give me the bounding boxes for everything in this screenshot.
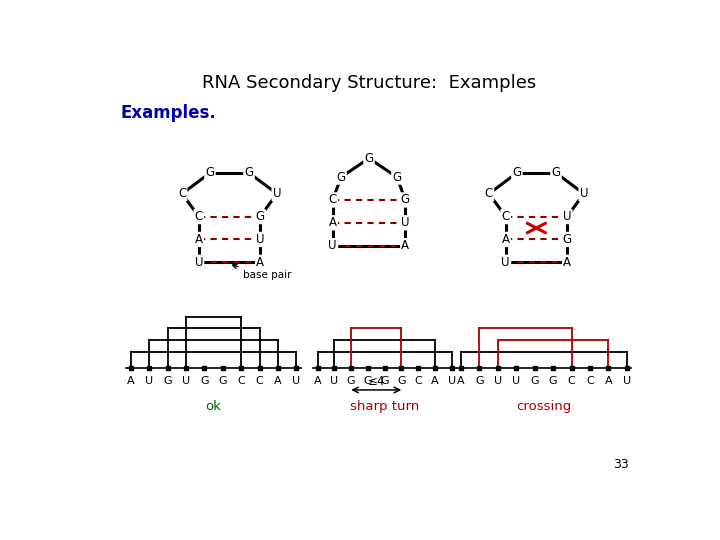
- Text: A: A: [563, 256, 571, 269]
- Text: C: C: [586, 376, 594, 386]
- Text: U: U: [448, 376, 456, 386]
- Text: G: G: [552, 166, 560, 179]
- Text: U: U: [401, 217, 410, 230]
- Text: 33: 33: [613, 458, 629, 471]
- Text: A: A: [605, 376, 612, 386]
- Text: U: U: [328, 239, 337, 252]
- Text: U: U: [273, 187, 282, 200]
- Text: A: A: [274, 376, 282, 386]
- Text: A: A: [195, 233, 203, 246]
- Text: A: A: [401, 239, 409, 252]
- Text: G: G: [513, 166, 521, 179]
- Text: G: G: [531, 376, 539, 386]
- Text: Examples.: Examples.: [121, 104, 217, 122]
- Text: U: U: [330, 376, 338, 386]
- Text: ≤4: ≤4: [368, 375, 385, 388]
- Text: C: C: [502, 210, 510, 223]
- Text: C: C: [194, 210, 203, 223]
- Text: U: U: [623, 376, 631, 386]
- Text: U: U: [194, 256, 203, 269]
- Text: U: U: [501, 256, 510, 269]
- Text: A: A: [502, 233, 510, 246]
- Text: G: G: [364, 376, 372, 386]
- Text: G: G: [549, 376, 557, 386]
- Text: U: U: [292, 376, 300, 386]
- Text: U: U: [182, 376, 190, 386]
- Text: U: U: [145, 376, 153, 386]
- Text: C: C: [567, 376, 575, 386]
- Text: G: G: [245, 166, 253, 179]
- Text: G: G: [364, 152, 374, 165]
- Text: G: G: [205, 166, 215, 179]
- Text: G: G: [347, 376, 356, 386]
- Text: U: U: [563, 210, 572, 223]
- Text: G: G: [336, 171, 346, 184]
- Text: U: U: [580, 187, 588, 200]
- Text: G: G: [163, 376, 172, 386]
- Text: ok: ok: [206, 400, 222, 413]
- Text: C: C: [178, 187, 186, 200]
- Text: G: G: [401, 193, 410, 206]
- Text: U: U: [494, 376, 502, 386]
- Text: A: A: [329, 217, 337, 230]
- Text: base pair: base pair: [233, 264, 292, 280]
- Text: G: G: [200, 376, 209, 386]
- Text: A: A: [127, 376, 135, 386]
- Text: RNA Secondary Structure:  Examples: RNA Secondary Structure: Examples: [202, 74, 536, 92]
- Text: G: G: [256, 210, 265, 223]
- Text: sharp turn: sharp turn: [350, 400, 419, 413]
- Text: A: A: [314, 376, 321, 386]
- Text: A: A: [457, 376, 465, 386]
- Text: U: U: [512, 376, 521, 386]
- Text: G: G: [392, 171, 402, 184]
- Text: G: G: [218, 376, 227, 386]
- Text: G: G: [475, 376, 484, 386]
- Text: C: C: [238, 376, 245, 386]
- Text: G: G: [380, 376, 389, 386]
- Text: G: G: [397, 376, 405, 386]
- Text: A: A: [431, 376, 438, 386]
- Text: G: G: [562, 233, 572, 246]
- Text: C: C: [414, 376, 422, 386]
- Text: C: C: [328, 193, 337, 206]
- Text: C: C: [485, 187, 493, 200]
- Text: C: C: [256, 376, 264, 386]
- Text: crossing: crossing: [516, 400, 572, 413]
- Text: U: U: [256, 233, 264, 246]
- Text: A: A: [256, 256, 264, 269]
